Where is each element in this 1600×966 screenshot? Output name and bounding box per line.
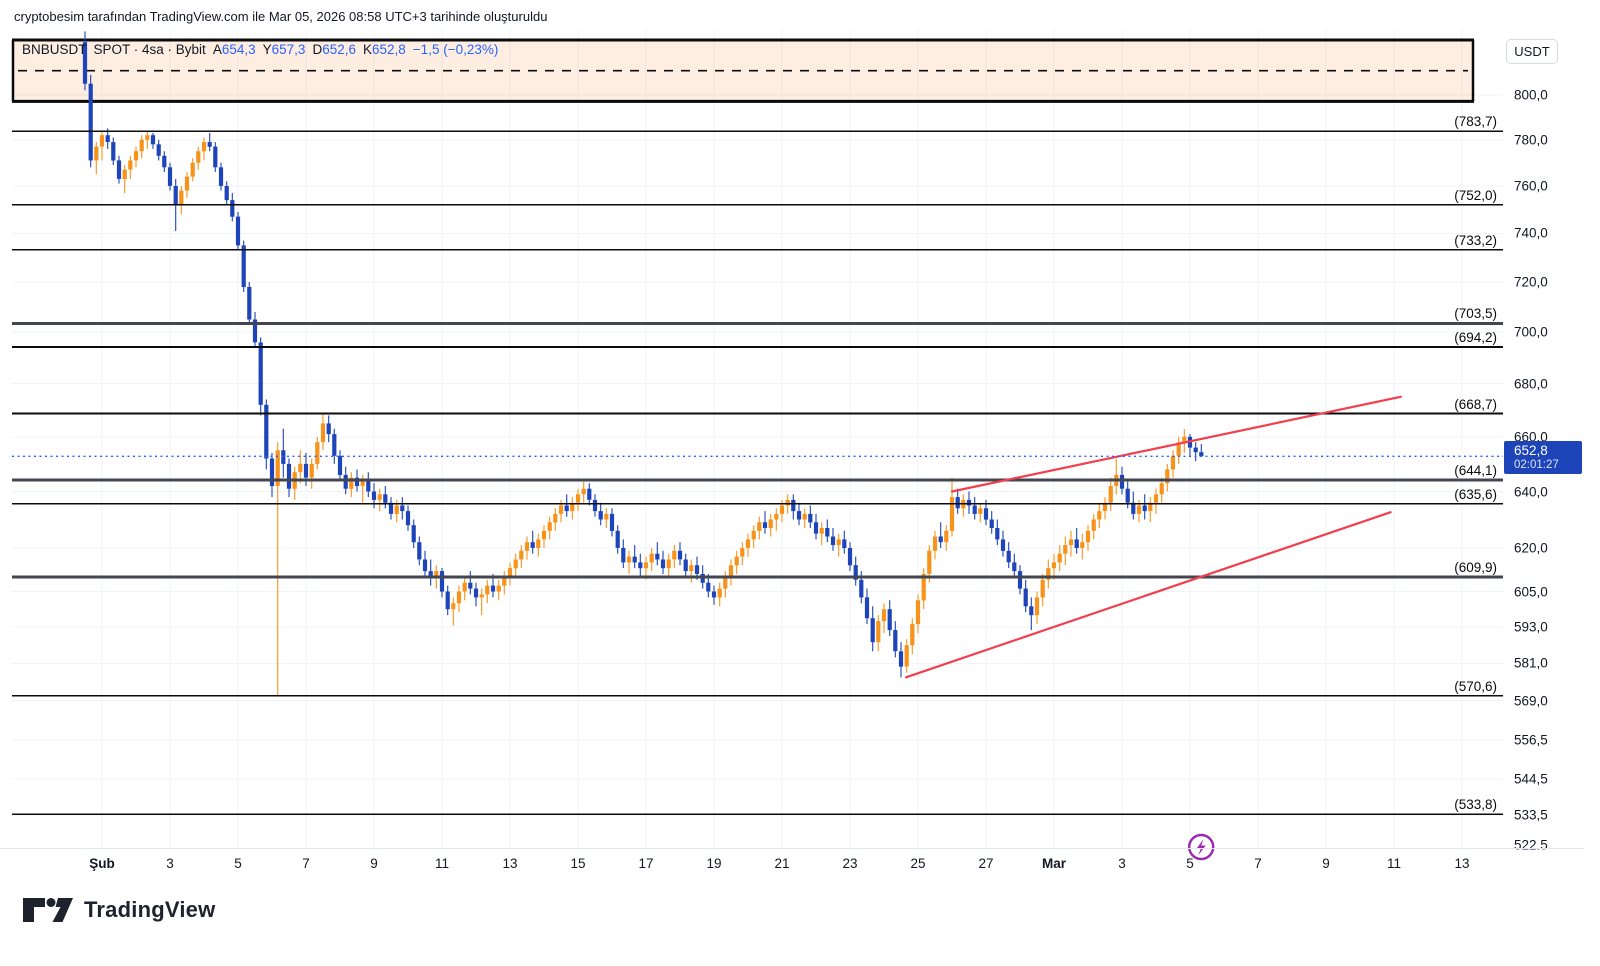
level-price-label: (752,0) [1454, 188, 1497, 203]
time-tick-label: Şub [89, 856, 115, 871]
price-tick-label: 556,5 [1514, 732, 1548, 748]
bar-countdown: 02:01:27 [1514, 459, 1559, 471]
last-price-badge[interactable]: 652,8 02:01:27 [1504, 441, 1582, 474]
time-tick-label: 27 [978, 856, 994, 871]
attribution-text: cryptobesim tarafından TradingView.com i… [14, 9, 548, 24]
price-tick-label: 700,0 [1514, 324, 1548, 340]
price-tick-label: 581,0 [1514, 655, 1548, 671]
level-price-label: (635,6) [1454, 487, 1497, 502]
price-tick-label: 593,0 [1514, 619, 1548, 635]
time-tick-label: Mar [1041, 856, 1067, 871]
currency-toggle-button[interactable]: USDT [1506, 39, 1558, 64]
time-tick-label: 3 [166, 856, 174, 871]
time-tick-label: 9 [1322, 856, 1330, 871]
symbol-legend: BNBUSDT SPOT · 4sa · Bybit A654,3 Y657,3… [22, 42, 498, 57]
time-axis-separator [0, 848, 1584, 849]
low-value: D652,6 [312, 42, 356, 57]
time-tick-label: 5 [1186, 856, 1194, 871]
price-tick-label: 680,0 [1514, 376, 1548, 392]
price-tick-label: 720,0 [1514, 274, 1548, 290]
time-tick-label: 13 [502, 856, 518, 871]
level-price-label: (703,5) [1454, 306, 1497, 321]
level-price-label: (644,1) [1454, 463, 1497, 478]
price-tick-label: 533,5 [1514, 807, 1548, 823]
time-tick-label: 9 [370, 856, 378, 871]
level-price-label: (533,8) [1454, 797, 1497, 812]
time-tick-label: 11 [1386, 856, 1402, 871]
price-tick-label: 620,0 [1514, 540, 1548, 556]
price-tick-label: 760,0 [1514, 178, 1548, 194]
level-price-label: (570,6) [1454, 679, 1497, 694]
close-value: K652,8 [362, 42, 406, 57]
time-tick-label: 23 [842, 856, 858, 871]
time-tick-label: 21 [774, 856, 790, 871]
time-tick-label: 11 [434, 856, 450, 871]
open-value: A654,3 [212, 42, 256, 57]
price-tick-label: 605,0 [1514, 584, 1548, 600]
level-price-label: (694,2) [1454, 330, 1497, 345]
time-tick-label: 19 [706, 856, 722, 871]
time-tick-label: 7 [302, 856, 310, 871]
symbol-details[interactable]: SPOT · 4sa · Bybit [93, 42, 206, 57]
price-tick-label: 640,0 [1514, 484, 1548, 500]
price-tick-label: 780,0 [1514, 132, 1548, 148]
level-price-label: (733,2) [1454, 233, 1497, 248]
time-tick-label: 3 [1118, 856, 1126, 871]
price-tick-label: 660,0 [1514, 429, 1548, 445]
price-tick-label: 740,0 [1514, 225, 1548, 241]
price-tick-label: 800,0 [1514, 87, 1548, 103]
time-tick-label: 13 [1454, 856, 1470, 871]
time-tick-label: 5 [234, 856, 242, 871]
high-value: Y657,3 [262, 42, 306, 57]
level-price-label: (783,7) [1454, 114, 1497, 129]
level-price-label: (668,7) [1454, 397, 1497, 412]
change-value: −1,5 (−0,23%) [412, 42, 499, 57]
last-price-value: 652,8 [1514, 443, 1548, 458]
symbol-title[interactable]: BNBUSDT [22, 42, 87, 57]
price-tick-label: 569,0 [1514, 693, 1548, 709]
time-tick-label: 25 [910, 856, 926, 871]
time-tick-label: 15 [570, 856, 586, 871]
tradingview-logo-icon [23, 898, 73, 922]
tradingview-footer[interactable]: TradingView [22, 897, 215, 923]
time-tick-label: 7 [1254, 856, 1262, 871]
time-tick-label: 17 [638, 856, 654, 871]
price-tick-label: 522.5 [1514, 837, 1548, 853]
level-price-label: (609,9) [1454, 560, 1497, 575]
price-tick-label: 544,5 [1514, 771, 1548, 787]
tradingview-wordmark: TradingView [84, 897, 216, 922]
